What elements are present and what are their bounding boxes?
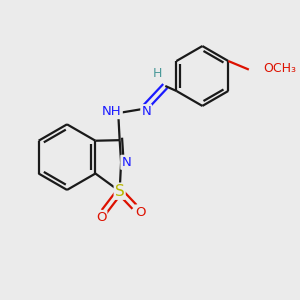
Text: NH: NH: [102, 105, 122, 118]
Text: N: N: [121, 156, 131, 169]
Text: O: O: [96, 211, 106, 224]
Text: O: O: [136, 206, 146, 218]
Text: N: N: [141, 105, 151, 118]
Text: S: S: [115, 184, 124, 199]
Text: OCH₃: OCH₃: [264, 62, 297, 75]
Text: H: H: [153, 68, 162, 80]
